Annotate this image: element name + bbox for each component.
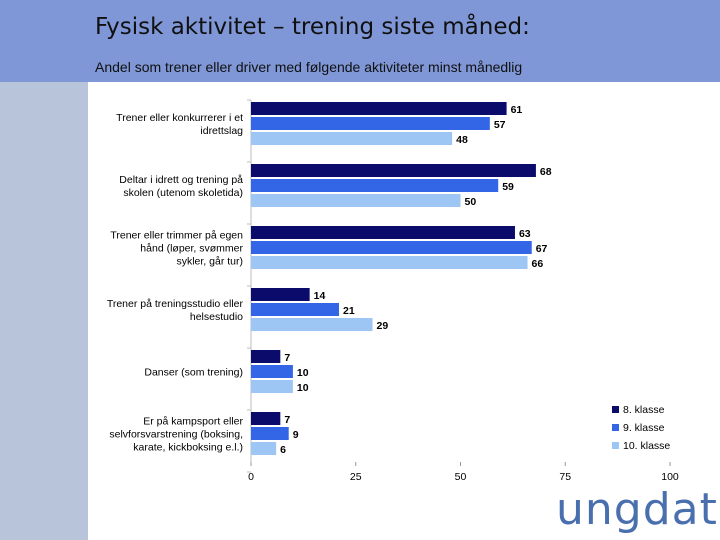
x-tick-label: 25 (350, 471, 362, 482)
bar (251, 288, 310, 301)
legend-label: 9. klasse (623, 422, 665, 434)
x-tick-label: 0 (248, 471, 254, 482)
data-label: 48 (456, 134, 468, 146)
bar (251, 241, 532, 254)
bar (251, 365, 293, 378)
x-tick-label: 75 (559, 471, 571, 482)
data-label: 50 (465, 196, 477, 208)
data-label: 6 (280, 444, 286, 456)
legend-swatch (612, 442, 619, 449)
category-label: Trener eller trimmer på egen (110, 230, 243, 242)
left-band (0, 82, 88, 540)
category-label: sykler, går tur) (176, 256, 243, 268)
bar (251, 412, 281, 425)
category-label: selvforsvarstrening (boksing, (109, 429, 243, 441)
bar (251, 132, 453, 145)
ungdata-logo: ungdata (556, 484, 720, 535)
category-label: karate, kickboksing e.l.) (133, 442, 243, 454)
bar (251, 350, 281, 363)
x-tick-label: 100 (661, 471, 679, 482)
bar (251, 179, 499, 192)
legend-label: 8. klasse (623, 404, 665, 416)
bar (251, 102, 507, 115)
header-band (0, 0, 720, 82)
bar (251, 318, 373, 331)
data-label: 7 (284, 352, 290, 364)
legend-swatch (612, 424, 619, 431)
data-label: 67 (536, 243, 548, 255)
bar (251, 427, 289, 440)
category-label: Trener eller konkurrerer i et (116, 112, 243, 124)
data-label: 9 (293, 429, 299, 441)
bar (251, 117, 490, 130)
data-label: 14 (314, 290, 326, 302)
data-label: 7 (284, 414, 290, 426)
data-label: 63 (519, 228, 531, 240)
category-label: Danser (som trening) (144, 367, 243, 379)
data-label: 61 (511, 104, 523, 116)
x-tick-label: 50 (455, 471, 467, 482)
data-label: 66 (532, 258, 544, 270)
category-label: Deltar i idrett og trening på (119, 174, 243, 186)
category-label: skolen (utenom skoletida) (123, 187, 243, 199)
category-label: helsestudio (190, 311, 243, 323)
legend-label: 10. klasse (623, 440, 670, 452)
data-label: 68 (540, 166, 552, 178)
data-label: 59 (502, 181, 514, 193)
bar (251, 380, 293, 393)
bar (251, 226, 515, 239)
bar (251, 303, 339, 316)
page-title: Fysisk aktivitet – trening siste måned: (95, 14, 530, 40)
page-subtitle: Andel som trener eller driver med følgen… (95, 59, 523, 75)
data-label: 10 (297, 367, 309, 379)
category-label: Trener på treningsstudio eller (107, 298, 244, 310)
bar (251, 442, 277, 455)
bar (251, 256, 528, 269)
data-label: 57 (494, 119, 506, 131)
data-label: 10 (297, 382, 309, 394)
bar (251, 164, 536, 177)
category-label: Er på kampsport eller (143, 416, 243, 428)
bar-chart: 0 25 50 75 100 Trener eller konkurrerer i eti… (107, 99, 679, 482)
category-label: hånd (løper, svømmer (140, 243, 243, 255)
data-label: 29 (377, 320, 389, 332)
category-label: idrettslag (200, 125, 243, 137)
data-label: 21 (343, 305, 355, 317)
legend-swatch (612, 406, 619, 413)
bar (251, 194, 461, 207)
